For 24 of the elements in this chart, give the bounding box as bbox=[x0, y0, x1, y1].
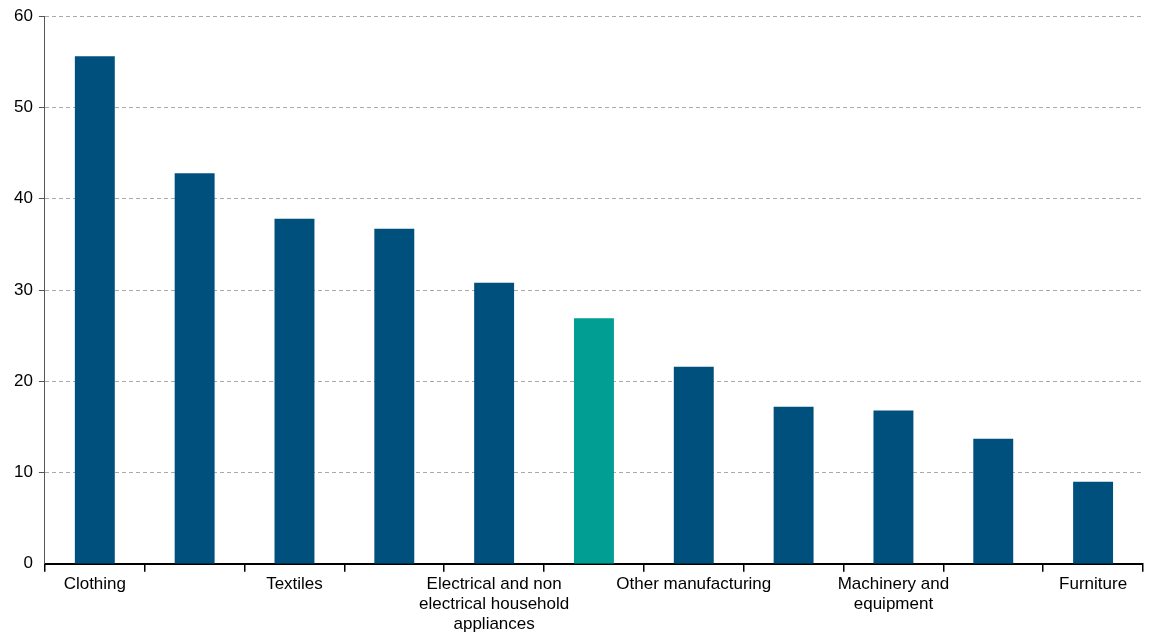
bar bbox=[773, 406, 814, 564]
bar bbox=[174, 173, 215, 564]
bar bbox=[74, 56, 115, 564]
bar bbox=[1073, 481, 1114, 564]
x-tick-label: Textiles bbox=[266, 573, 323, 593]
x-tick-label: Clothing bbox=[63, 573, 127, 593]
y-tick-label: 20 bbox=[13, 370, 33, 390]
bar bbox=[973, 438, 1014, 564]
y-tick-label: 30 bbox=[13, 279, 33, 299]
bar bbox=[274, 218, 315, 564]
y-tick-label: 50 bbox=[13, 97, 33, 117]
bar bbox=[673, 366, 714, 564]
bar bbox=[573, 318, 614, 564]
bar bbox=[374, 228, 415, 564]
bar bbox=[873, 410, 914, 564]
x-tick-label: Machinery and equipment bbox=[837, 573, 950, 614]
y-tick-label: 40 bbox=[13, 188, 33, 208]
x-tick-label: Electrical and non electrical household appliances bbox=[419, 573, 570, 634]
y-tick-label: 60 bbox=[13, 5, 33, 25]
x-tick-label: Other manufacturing bbox=[616, 573, 772, 593]
x-tick-label: Furniture bbox=[1059, 573, 1128, 593]
y-tick-label: 10 bbox=[13, 462, 33, 482]
bar bbox=[474, 282, 515, 564]
y-tick-label: 0 bbox=[23, 553, 33, 573]
